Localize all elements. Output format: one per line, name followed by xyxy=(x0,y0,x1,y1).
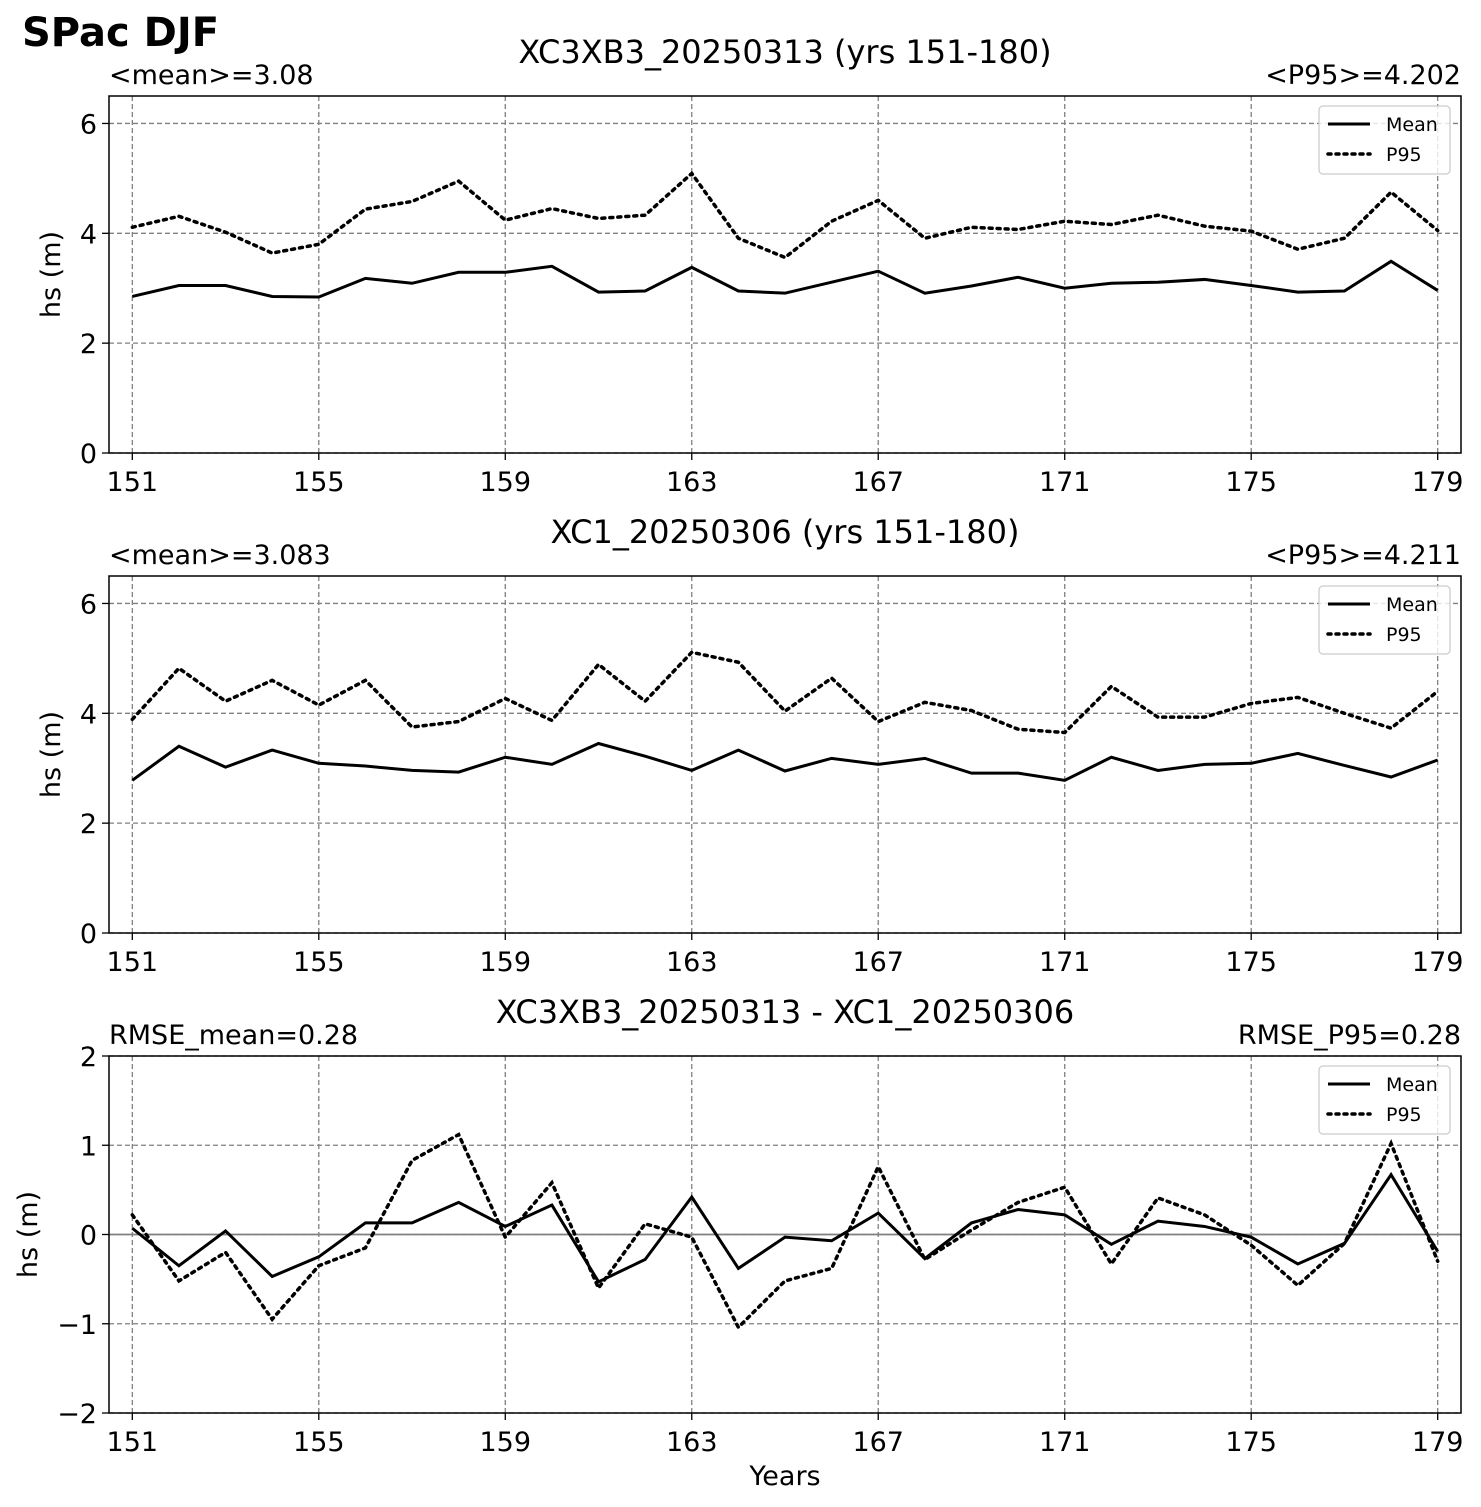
x-axis-label: Years xyxy=(748,1461,820,1492)
left-annotation: RMSE_mean=0.28 xyxy=(109,1020,358,1051)
x-tick-label: 167 xyxy=(852,1427,904,1458)
x-tick-label: 155 xyxy=(293,947,345,978)
x-tick-label: 155 xyxy=(293,467,345,498)
x-tick-label: 179 xyxy=(1412,947,1464,978)
axes-frame xyxy=(108,1055,1462,1414)
legend-label: Mean xyxy=(1386,594,1438,616)
y-tick-label: 0 xyxy=(80,1221,97,1252)
left-annotation: <mean>=3.08 xyxy=(109,60,314,91)
y-tick-label: 2 xyxy=(80,1042,97,1073)
series-line xyxy=(130,1132,1440,1331)
subplot-title: XC3XB3_20250313 - XC1_20250306 xyxy=(496,993,1074,1031)
y-tick-label: 6 xyxy=(80,589,97,620)
x-tick-label: 159 xyxy=(480,467,532,498)
series-line xyxy=(131,1171,1439,1284)
legend-label: P95 xyxy=(1386,144,1422,166)
x-tick-label: 171 xyxy=(1039,467,1091,498)
legend-label: Mean xyxy=(1386,114,1438,136)
y-tick-label: 0 xyxy=(80,439,97,470)
subplot: XC3XB3_20250313 (yrs 151-180) <mean>=3.08… xyxy=(36,33,1463,498)
right-annotation: <P95>=4.211 xyxy=(1265,540,1461,571)
y-axis-label: hs (m) xyxy=(36,231,67,318)
x-tick-label: 175 xyxy=(1225,467,1277,498)
x-tick-label: 175 xyxy=(1225,1427,1277,1458)
x-tick-label: 179 xyxy=(1412,1427,1464,1458)
x-tick-label: 175 xyxy=(1225,947,1277,978)
figure-title: SPac DJF xyxy=(22,10,219,56)
right-annotation: RMSE_P95=0.28 xyxy=(1238,1020,1461,1051)
y-tick-label: 6 xyxy=(80,109,97,140)
series-line xyxy=(130,170,1440,260)
x-tick-label: 167 xyxy=(852,467,904,498)
axes-frame xyxy=(108,575,1462,934)
y-axis-label: hs (m) xyxy=(36,711,67,798)
series-line xyxy=(131,259,1439,299)
y-tick-label: −1 xyxy=(57,1310,97,1341)
x-tick-label: 167 xyxy=(852,947,904,978)
series-line xyxy=(130,650,1440,735)
y-tick-label: 2 xyxy=(80,809,97,840)
subplot: XC1_20250306 (yrs 151-180) <mean>=3.083 <P… xyxy=(36,513,1463,978)
y-tick-label: 2 xyxy=(80,329,97,360)
x-tick-label: 163 xyxy=(666,947,718,978)
legend-label: P95 xyxy=(1386,1104,1422,1126)
y-tick-label: 4 xyxy=(80,699,97,730)
y-tick-label: 4 xyxy=(80,219,97,250)
subplot-title: XC3XB3_20250313 (yrs 151-180) xyxy=(518,33,1051,71)
x-tick-label: 151 xyxy=(107,1427,159,1458)
y-axis-label: hs (m) xyxy=(13,1191,44,1278)
x-tick-label: 151 xyxy=(107,467,159,498)
axes-frame xyxy=(108,95,1462,454)
x-tick-label: 163 xyxy=(666,1427,718,1458)
left-annotation: <mean>=3.083 xyxy=(109,540,331,571)
x-tick-label: 151 xyxy=(107,947,159,978)
x-tick-label: 155 xyxy=(293,1427,345,1458)
x-tick-label: 171 xyxy=(1039,1427,1091,1458)
y-tick-label: −2 xyxy=(57,1399,97,1430)
x-tick-label: 171 xyxy=(1039,947,1091,978)
legend-label: Mean xyxy=(1386,1074,1438,1096)
y-tick-label: 0 xyxy=(80,919,97,950)
subplot-title: XC1_20250306 (yrs 151-180) xyxy=(551,513,1020,551)
series-line xyxy=(131,741,1439,782)
y-tick-label: 1 xyxy=(80,1131,97,1162)
x-tick-label: 159 xyxy=(480,1427,532,1458)
right-annotation: <P95>=4.202 xyxy=(1265,60,1461,91)
x-tick-label: 179 xyxy=(1412,467,1464,498)
x-tick-label: 163 xyxy=(666,467,718,498)
subplot: XC3XB3_20250313 - XC1_20250306 RMSE_mean=… xyxy=(13,993,1463,1492)
x-tick-label: 159 xyxy=(480,947,532,978)
legend-label: P95 xyxy=(1386,624,1422,646)
